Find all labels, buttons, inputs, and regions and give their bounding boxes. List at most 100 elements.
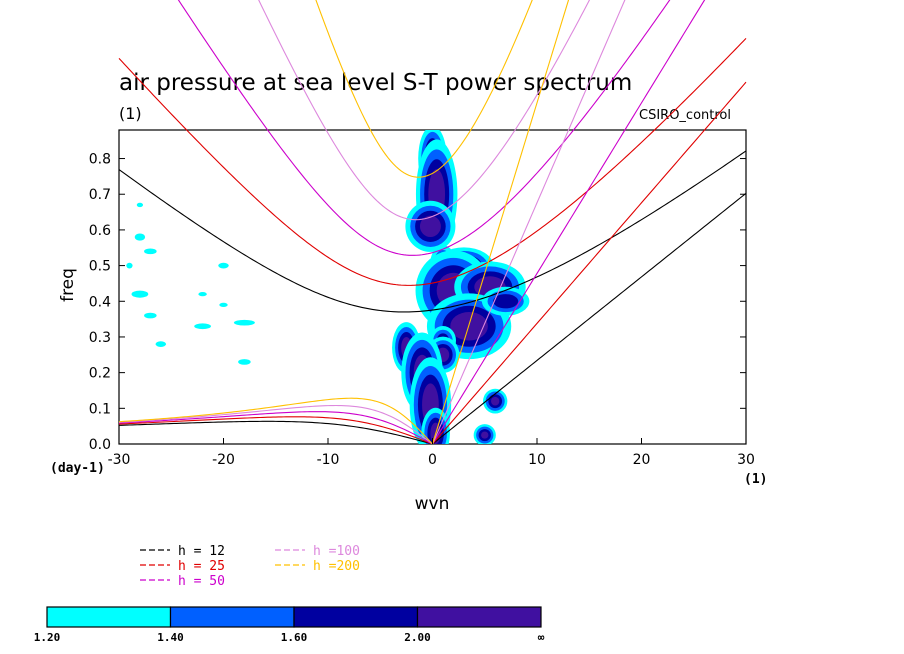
kelvin-wave-curve (432, 0, 706, 444)
title-unit: (1) (119, 104, 142, 123)
contour-patch-level (493, 294, 519, 309)
rossby-wave-curve (118, 404, 433, 444)
x-axis: -30 -20 -10 0 10 20 30 (108, 438, 755, 468)
contour-patch-level (134, 233, 146, 241)
legend-label: h = 50 (178, 574, 225, 589)
contour-patch (473, 424, 496, 444)
kelvin-wave-curve (431, 0, 626, 444)
dataset-label: CSIRO_control (639, 108, 731, 123)
legend-label: h = 25 (178, 559, 225, 574)
legend-label: h = 12 (178, 544, 225, 559)
color-bar-label: ∞ (538, 631, 545, 644)
x-tick-label: 0 (428, 452, 437, 468)
dispersion-curve (118, 0, 706, 444)
x-tick-label: 30 (737, 452, 755, 468)
contour-patch (194, 323, 211, 330)
contour-patch-level (491, 396, 500, 406)
contour-patch-level (233, 319, 255, 326)
y-tick-label: 0.4 (89, 294, 111, 310)
rossby-wave-curve (118, 416, 433, 444)
y-axis: 0.0 0.1 0.2 0.3 0.4 0.5 0.6 0.7 0.8 (89, 152, 746, 453)
x-tick-label: -10 (317, 452, 340, 468)
legend-item: h =200 (275, 559, 360, 574)
contour-patch-level (155, 341, 167, 347)
contour-patch (421, 407, 450, 444)
x-tick-label: 20 (633, 452, 651, 468)
color-bar-segment (416, 606, 542, 628)
y-tick-label: 0.3 (89, 330, 111, 346)
color-bar-label: 1.20 (34, 631, 61, 644)
x-axis-label: wvn (415, 494, 450, 514)
y-tick-label: 0.8 (89, 152, 111, 168)
x-tick-label: 10 (528, 452, 546, 468)
legend-item: h =100 (275, 544, 360, 559)
contour-patch-level (136, 202, 144, 208)
color-bar-segment (46, 606, 172, 628)
color-bar-label: 1.60 (281, 631, 308, 644)
contour-patch-level (131, 290, 149, 298)
gravity-wave-curve (315, 0, 533, 178)
contour-patch (198, 291, 207, 297)
contour-patch (155, 341, 167, 347)
dispersion-curve (118, 38, 747, 444)
contour-patch-level (419, 215, 441, 238)
contour-patch (238, 359, 251, 365)
color-bar-segment (169, 606, 295, 628)
contour-patch (218, 262, 229, 269)
y-tick-label: 0.0 (89, 437, 111, 453)
contour-patch (483, 388, 508, 414)
contour-patch (134, 233, 146, 241)
contour-patch-level (481, 431, 489, 439)
dispersion-curve (118, 0, 626, 444)
x-tick-label: -20 (212, 452, 235, 468)
dispersion-curve (118, 150, 747, 444)
contour-patch (144, 248, 157, 255)
color-bar-label: 1.40 (157, 631, 184, 644)
color-bar-label: 2.00 (404, 631, 431, 644)
contour-patch-level (198, 291, 207, 297)
contour-patch-level (218, 262, 229, 269)
contour-patch (219, 302, 228, 307)
legend-label: h =200 (313, 559, 360, 574)
contour-patch (136, 202, 144, 208)
contour-patch-level (219, 302, 228, 307)
y-unit-label: (day-1) (50, 461, 105, 476)
contour-patch (144, 312, 157, 319)
contour-patch (481, 286, 530, 316)
contour-patch-level (126, 262, 133, 269)
dispersion-curves (118, 0, 747, 444)
color-bar: 1.20 1.40 1.60 2.00 ∞ (34, 606, 545, 644)
y-axis-label: freq (58, 268, 78, 302)
kelvin-wave-curve (432, 192, 747, 444)
y-tick-label: 0.7 (89, 187, 111, 203)
x-tick-label: -30 (108, 452, 131, 468)
gravity-wave-curve (118, 150, 747, 313)
y-tick-label: 0.1 (89, 401, 111, 417)
contour-patch (131, 290, 149, 298)
legend-item: h = 50 (140, 574, 225, 589)
y-tick-label: 0.6 (89, 223, 111, 239)
contour-patch (405, 200, 456, 252)
kelvin-wave-curve (431, 0, 570, 444)
contour-patch-level (238, 359, 251, 365)
rossby-wave-curve (118, 420, 433, 444)
dispersion-curve (118, 0, 570, 444)
color-bar-segment (293, 606, 419, 628)
x-unit-label: (1) (744, 472, 767, 487)
legend-item: h = 12 (140, 544, 225, 559)
kelvin-wave-curve (432, 81, 747, 444)
contour-patch-level (144, 248, 157, 255)
rossby-wave-curve (118, 397, 433, 444)
rossby-wave-curve (118, 411, 433, 444)
legend-item: h = 25 (140, 559, 225, 574)
contour-patch-level (194, 323, 211, 330)
gravity-wave-curve (118, 38, 747, 286)
contour-patch-level (144, 312, 157, 319)
contour-patch (233, 319, 255, 326)
chart-title: air pressure at sea level S-T power spec… (119, 70, 632, 96)
gravity-wave-curve (177, 0, 671, 256)
gravity-wave-curve (258, 0, 591, 221)
contour-patch (126, 262, 133, 269)
